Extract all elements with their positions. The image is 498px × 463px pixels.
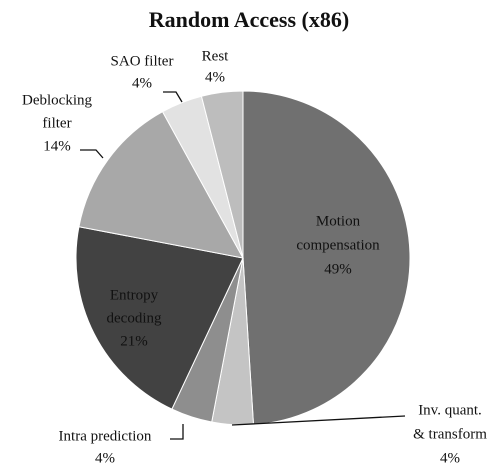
slice-label: filter [42,115,71,131]
leader-line [231,415,406,426]
slice-label: Intra prediction [59,428,152,444]
slice-label: SAO filter [111,53,174,69]
leader-line [170,424,184,440]
leader-line [80,149,104,159]
slice-value-label: 4% [440,450,460,463]
slice-label: Entropy [110,287,159,303]
slice-value-label: 14% [43,138,71,154]
chart-title: Random Access (x86) [149,7,349,32]
slice-label: Motion [316,213,361,229]
slice-value-label: 4% [95,450,115,463]
slice-label: & transform [413,426,487,442]
pie-slice [200,90,244,259]
slice-label: Inv. quant. [418,402,482,418]
pie-slice [242,90,411,426]
slice-label: Rest [202,48,230,64]
slice-value-label: 4% [205,69,225,85]
slice-label: decoding [107,310,162,326]
leader-line [163,91,183,103]
slice-value-label: 21% [120,333,148,349]
slices [75,90,411,426]
pie-slice [75,226,244,410]
slice-label: Deblocking [22,92,92,108]
pie-slice [78,110,244,259]
slice-value-label: 4% [132,75,152,91]
slice-value-label: 49% [324,261,352,277]
slice-label: compensation [296,237,380,253]
